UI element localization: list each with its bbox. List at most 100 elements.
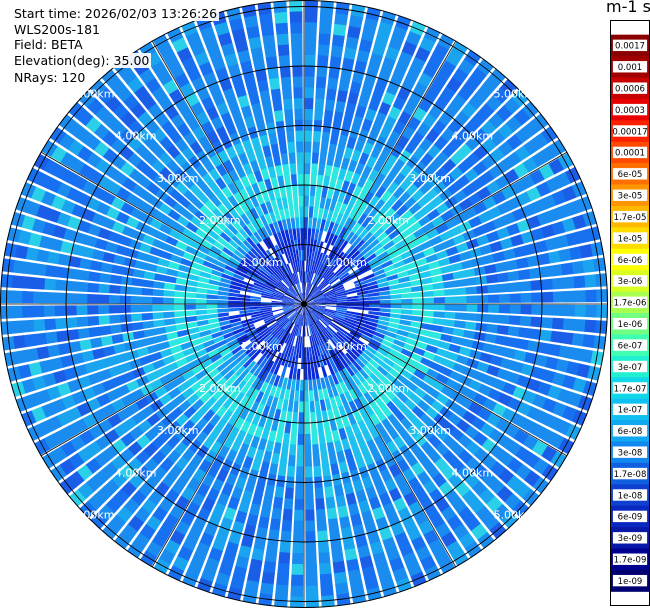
range-gate (265, 334, 275, 345)
range-gate (487, 205, 503, 220)
ray-114 (210, 10, 304, 304)
range-gate (345, 102, 357, 116)
range-gate (264, 212, 273, 225)
range-gate (266, 320, 277, 328)
range-gate (128, 238, 142, 250)
range-gate (204, 557, 220, 573)
range-gate (197, 244, 210, 255)
range-gate (421, 316, 434, 324)
range-gate (104, 355, 119, 368)
range-gate (347, 304, 359, 307)
range-gate (446, 540, 463, 558)
range-gate (152, 420, 167, 435)
range-gate (169, 188, 183, 202)
range-gate (336, 346, 346, 357)
range-gate (531, 366, 546, 380)
range-gate (274, 164, 283, 177)
range-gate (304, 130, 313, 142)
range-gate (305, 282, 309, 294)
range-gate (440, 385, 455, 398)
range-gate (21, 378, 36, 394)
range-gate (327, 518, 340, 531)
range-gate (358, 128, 370, 142)
range-gate (486, 364, 501, 377)
range-gate (358, 466, 370, 480)
range-gate (152, 173, 167, 188)
range-gate (274, 595, 288, 608)
range-gate (331, 261, 341, 272)
range-gate (573, 275, 586, 289)
range-gate (585, 304, 598, 318)
range-gate (223, 369, 235, 381)
range-gate (249, 301, 261, 304)
range-gate (12, 335, 26, 349)
range-gate (475, 275, 488, 285)
range-gate (506, 475, 523, 492)
range-gate (450, 262, 464, 272)
range-gate (216, 299, 229, 304)
ray-80 (33, 304, 304, 456)
radar-center (301, 301, 307, 307)
range-gate (297, 423, 304, 435)
range-gate (379, 235, 392, 247)
spoke-210deg (151, 303, 305, 568)
range-gate (282, 298, 294, 302)
range-gate (276, 197, 284, 210)
range-gate (12, 259, 26, 274)
range-gate (85, 475, 103, 493)
range-gate (328, 351, 337, 363)
range-gate (476, 313, 489, 323)
range-gate (434, 166, 449, 180)
range-gate (215, 190, 227, 203)
range-gate (186, 273, 200, 282)
range-gate (260, 393, 269, 406)
range-gate (206, 130, 220, 145)
range-gate (300, 281, 303, 294)
range-gate (373, 268, 386, 277)
range-gate (228, 342, 241, 352)
range-gate (281, 305, 294, 308)
range-gate (313, 389, 320, 402)
range-gate (199, 204, 212, 217)
range-gate (282, 508, 293, 522)
range-gate (413, 251, 426, 261)
range-gate (174, 284, 187, 292)
range-gate (269, 337, 279, 349)
range-gate (251, 413, 261, 426)
range-gate (297, 162, 304, 175)
range-gate (221, 327, 234, 336)
range-gate (497, 201, 512, 215)
range-gate (379, 299, 392, 304)
ray-85 (6, 304, 304, 382)
range-gate (59, 240, 74, 254)
range-gate (192, 125, 206, 141)
range-gate (181, 369, 195, 381)
range-gate (305, 563, 318, 576)
range-gate (304, 466, 313, 478)
range-gate (174, 317, 187, 325)
range-gate (391, 25, 408, 41)
range-gate (320, 316, 331, 325)
range-gate (227, 194, 239, 208)
range-gate (249, 265, 260, 275)
range-gate (317, 163, 326, 176)
range-gate (518, 327, 531, 339)
range-gate (319, 573, 333, 586)
range-gate (266, 360, 275, 373)
range-gate (227, 304, 240, 308)
range-gate (320, 141, 329, 155)
range-gate (295, 249, 300, 262)
range-gate (432, 317, 445, 326)
range-gate (195, 417, 209, 431)
range-gate (329, 528, 341, 542)
range-gate (300, 314, 303, 327)
range-gate (321, 410, 329, 423)
range-gate (180, 486, 196, 502)
range-gate (54, 317, 67, 330)
range-gate (270, 304, 283, 306)
range-gate (399, 163, 413, 178)
range-gate (369, 373, 381, 385)
range-gate (221, 482, 234, 497)
range-gate (325, 307, 337, 311)
range-gate (119, 305, 131, 314)
